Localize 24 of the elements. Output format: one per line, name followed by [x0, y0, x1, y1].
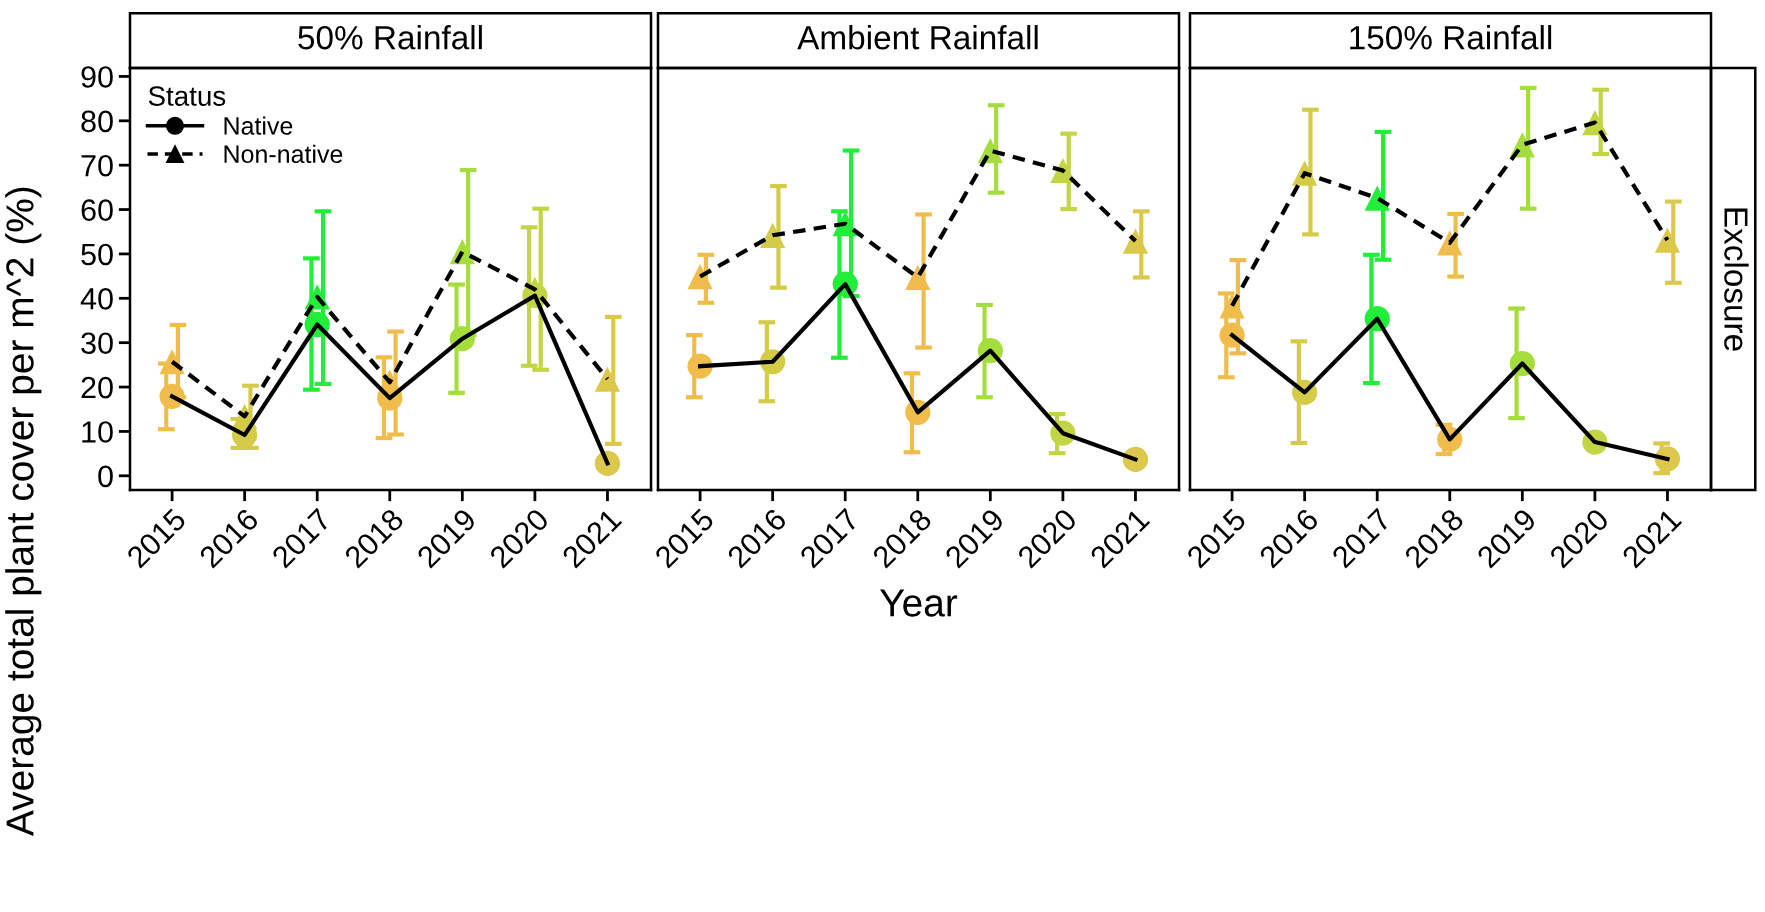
y-tick-label: 0	[98, 465, 113, 488]
y-tick-label: 50	[81, 243, 113, 266]
y-tick-label: 30	[81, 332, 113, 355]
point	[687, 263, 713, 290]
point	[1654, 227, 1681, 253]
chart-title: 150% Rainfall	[1350, 25, 1552, 50]
y-tick-label: 90	[81, 66, 113, 88]
y-tick-label: 60	[81, 199, 113, 221]
y-axis-title: Average total plant cover per m^2 (%)	[5, 187, 42, 837]
text: Exclosure	[1724, 208, 1749, 351]
y-tick-label: 40	[80, 288, 113, 310]
legend-title: Status	[148, 86, 226, 106]
x-axis-title: Year	[880, 589, 958, 617]
chart-title: Ambient Rainfall	[797, 25, 1038, 50]
point	[594, 366, 621, 392]
legend-label: Native	[224, 116, 293, 135]
y-tick-label: 70	[81, 154, 113, 177]
point	[1122, 228, 1149, 254]
y-tick-label: 10	[82, 421, 113, 443]
point	[905, 264, 931, 291]
legend-label: Non-native	[224, 144, 343, 164]
chart-title: 50% Rainfall	[298, 25, 482, 50]
y-tick-label: 80	[81, 110, 113, 133]
y-tick-label: 20	[81, 376, 113, 399]
